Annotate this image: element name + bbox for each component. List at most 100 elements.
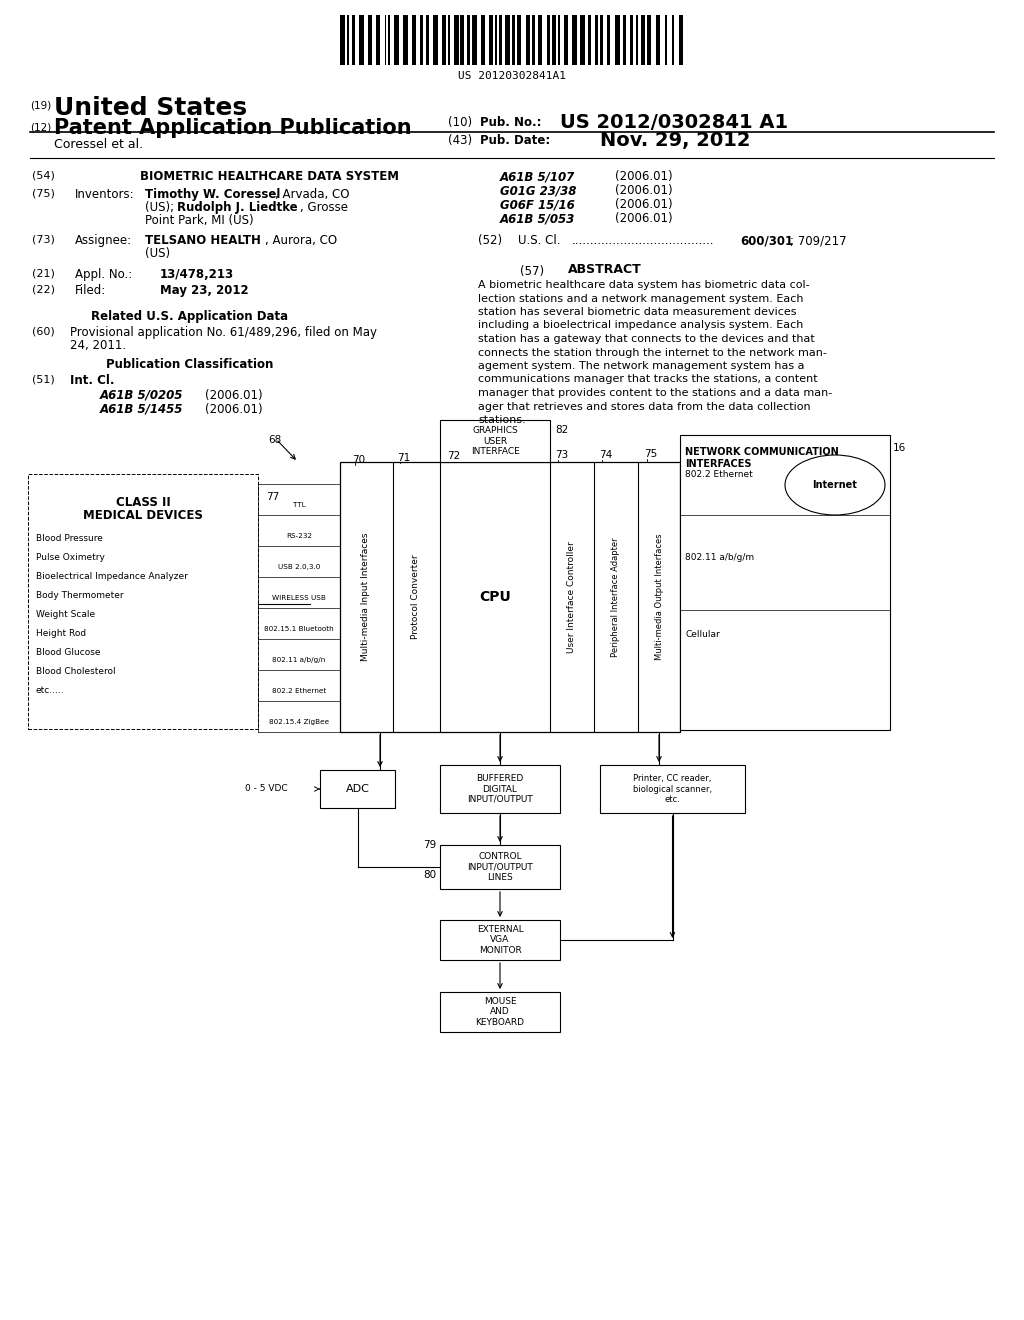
Text: 68: 68 xyxy=(268,436,282,445)
Bar xyxy=(672,15,674,65)
Text: (US): (US) xyxy=(145,247,170,260)
Text: 82: 82 xyxy=(555,425,568,436)
Ellipse shape xyxy=(785,455,885,515)
Text: (21): (21) xyxy=(32,268,55,279)
Bar xyxy=(442,15,446,65)
Text: A61B 5/107: A61B 5/107 xyxy=(500,170,575,183)
Bar xyxy=(636,15,638,65)
Bar xyxy=(607,15,610,65)
Text: BIOMETRIC HEALTHCARE DATA SYSTEM: BIOMETRIC HEALTHCARE DATA SYSTEM xyxy=(140,170,399,183)
Text: 79: 79 xyxy=(423,840,436,850)
Text: Blood Glucose: Blood Glucose xyxy=(36,648,100,657)
Text: Blood Pressure: Blood Pressure xyxy=(36,535,102,543)
Text: communications manager that tracks the stations, a content: communications manager that tracks the s… xyxy=(478,375,817,384)
Text: Coressel et al.: Coressel et al. xyxy=(54,139,143,150)
Text: MEDICAL DEVICES: MEDICAL DEVICES xyxy=(83,510,203,521)
Text: manager that provides content to the stations and a data man-: manager that provides content to the sta… xyxy=(478,388,833,399)
Text: Pub. Date:: Pub. Date: xyxy=(480,135,550,147)
Text: (73): (73) xyxy=(32,234,55,244)
Text: A61B 5/053: A61B 5/053 xyxy=(500,213,575,224)
Text: Related U.S. Application Data: Related U.S. Application Data xyxy=(91,310,289,323)
Bar xyxy=(388,15,390,65)
Text: stations.: stations. xyxy=(478,414,525,425)
Bar xyxy=(461,15,464,65)
Bar xyxy=(449,15,450,65)
Text: station has a gateway that connects to the devices and that: station has a gateway that connects to t… xyxy=(478,334,815,345)
Text: (2006.01): (2006.01) xyxy=(205,403,262,416)
Text: 802.11 a/b/g/n: 802.11 a/b/g/n xyxy=(272,657,326,663)
Text: RS-232: RS-232 xyxy=(286,533,312,539)
Bar xyxy=(581,15,585,65)
Text: GRAPHICS
USER
INTERFACE: GRAPHICS USER INTERFACE xyxy=(471,426,519,455)
Text: Height Rod: Height Rod xyxy=(36,630,86,638)
Text: 70: 70 xyxy=(352,455,366,465)
Bar xyxy=(526,15,529,65)
Bar xyxy=(558,15,560,65)
Text: May 23, 2012: May 23, 2012 xyxy=(160,284,249,297)
Bar xyxy=(680,436,890,730)
Bar xyxy=(600,15,603,65)
Text: INTERFACES: INTERFACES xyxy=(685,459,752,469)
Text: Bioelectrical Impedance Analyzer: Bioelectrical Impedance Analyzer xyxy=(36,572,187,581)
Text: NETWORK COMMUNICATION: NETWORK COMMUNICATION xyxy=(685,447,839,457)
Text: (51): (51) xyxy=(32,374,54,384)
Bar xyxy=(440,993,560,1032)
Text: ABSTRACT: ABSTRACT xyxy=(568,263,642,276)
Text: Cellular: Cellular xyxy=(685,630,720,639)
Bar xyxy=(588,15,591,65)
Text: 16: 16 xyxy=(893,444,906,453)
Text: Provisional application No. 61/489,296, filed on May: Provisional application No. 61/489,296, … xyxy=(70,326,377,339)
Text: etc.....: etc..... xyxy=(36,686,65,696)
Text: Pub. No.:: Pub. No.: xyxy=(480,116,542,129)
Text: (75): (75) xyxy=(32,187,55,198)
Bar xyxy=(488,15,493,65)
Bar xyxy=(385,15,386,65)
Text: Publication Classification: Publication Classification xyxy=(106,358,273,371)
Text: 802.15.4 ZigBee: 802.15.4 ZigBee xyxy=(269,719,329,725)
Bar xyxy=(538,15,542,65)
Text: (54): (54) xyxy=(32,170,55,180)
Text: Rudolph J. Liedtke: Rudolph J. Liedtke xyxy=(177,201,298,214)
Text: (2006.01): (2006.01) xyxy=(615,198,673,211)
Text: (2006.01): (2006.01) xyxy=(615,183,673,197)
Bar xyxy=(665,15,667,65)
Text: , Grosse: , Grosse xyxy=(300,201,348,214)
Text: 72: 72 xyxy=(447,451,460,461)
Bar xyxy=(440,920,560,960)
Text: 802.2 Ethernet: 802.2 Ethernet xyxy=(272,688,326,694)
Text: , Aurora, CO: , Aurora, CO xyxy=(265,234,337,247)
Bar xyxy=(641,15,644,65)
Text: Appl. No.:: Appl. No.: xyxy=(75,268,132,281)
Text: Blood Cholesterol: Blood Cholesterol xyxy=(36,667,116,676)
Text: agement system. The network management system has a: agement system. The network management s… xyxy=(478,360,805,371)
Text: Assignee:: Assignee: xyxy=(75,234,132,247)
Text: G06F 15/16: G06F 15/16 xyxy=(500,198,574,211)
Bar xyxy=(495,15,497,65)
Bar xyxy=(433,15,438,65)
Bar xyxy=(454,15,459,65)
Bar xyxy=(319,770,395,808)
Bar xyxy=(600,766,745,813)
Bar xyxy=(376,15,380,65)
Text: Timothy W. Coressel: Timothy W. Coressel xyxy=(145,187,281,201)
Text: TELSANO HEALTH: TELSANO HEALTH xyxy=(145,234,261,247)
Text: (52): (52) xyxy=(478,234,502,247)
Text: (US);: (US); xyxy=(145,201,178,214)
Bar xyxy=(28,474,258,729)
Text: EXTERNAL
VGA
MONITOR: EXTERNAL VGA MONITOR xyxy=(476,925,523,954)
Text: ......................................: ...................................... xyxy=(572,234,715,247)
Bar xyxy=(420,15,423,65)
Bar xyxy=(512,15,515,65)
Bar xyxy=(615,15,620,65)
Bar xyxy=(517,15,521,65)
Text: Body Thermometer: Body Thermometer xyxy=(36,591,124,601)
Text: including a bioelectrical impedance analysis system. Each: including a bioelectrical impedance anal… xyxy=(478,321,804,330)
Text: US 20120302841A1: US 20120302841A1 xyxy=(458,71,566,81)
Bar xyxy=(368,15,372,65)
Text: A biometric healthcare data system has biometric data col-: A biometric healthcare data system has b… xyxy=(478,280,810,290)
Bar xyxy=(531,15,535,65)
Bar xyxy=(440,766,560,813)
Text: 71: 71 xyxy=(397,453,411,463)
Text: Peripheral Interface Adapter: Peripheral Interface Adapter xyxy=(611,537,621,657)
Text: Internet: Internet xyxy=(813,480,857,490)
